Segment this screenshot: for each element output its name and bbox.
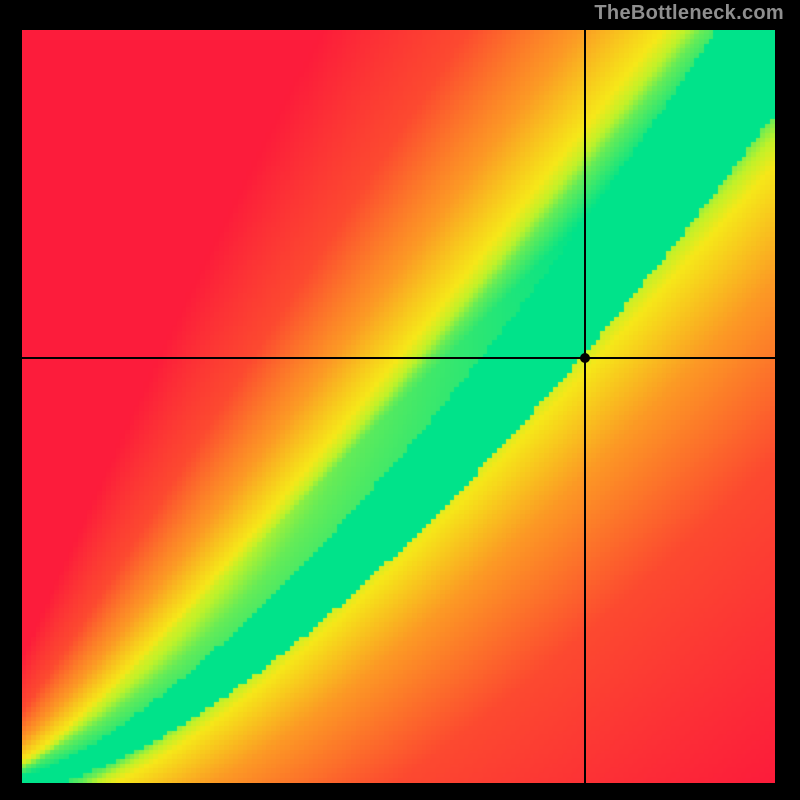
chart-frame: TheBottleneck.com xyxy=(0,0,800,800)
heatmap-canvas xyxy=(22,30,775,783)
crosshair-horizontal xyxy=(22,357,775,359)
crosshair-marker xyxy=(580,353,590,363)
plot-area xyxy=(22,30,775,783)
watermark-text: TheBottleneck.com xyxy=(594,2,784,25)
crosshair-vertical xyxy=(584,30,586,783)
